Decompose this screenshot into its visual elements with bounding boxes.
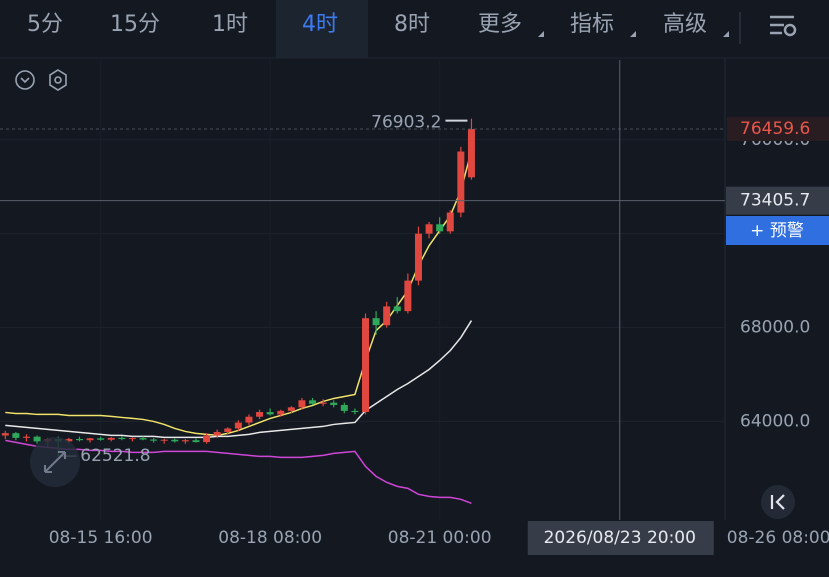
- alert-button[interactable]: + 预警: [750, 221, 804, 241]
- candle-body: [118, 437, 126, 440]
- indicator-icon[interactable]: [49, 69, 67, 91]
- candle-body: [234, 422, 242, 429]
- dropdown-caret: [723, 31, 729, 37]
- collapse-icon[interactable]: [15, 70, 35, 90]
- indicator-line: [5, 439, 472, 505]
- last-price-box: [727, 117, 829, 142]
- candle-body: [224, 428, 232, 432]
- toolbar: 5分 15分 1时 4时 8时 更多 指标 高级: [27, 0, 729, 58]
- candle-body: [362, 318, 370, 413]
- candle-body: [128, 438, 136, 440]
- tab[interactable]: 更多: [478, 12, 522, 37]
- x-tick-label: 08-26 08:00: [727, 528, 829, 548]
- candle-body: [446, 212, 454, 232]
- candle-body: [414, 233, 422, 281]
- scroll-end-button[interactable]: [761, 485, 795, 519]
- candle-body: [213, 431, 221, 436]
- x-tick-label: 08-15 16:00: [49, 528, 153, 548]
- tab[interactable]: 高级: [663, 12, 707, 37]
- y-tick-label: 68000.0: [740, 318, 810, 338]
- candle-body: [277, 410, 285, 415]
- candle-body: [372, 318, 380, 326]
- crosshair-price-label: 73405.7: [740, 191, 810, 211]
- tab[interactable]: 指标: [570, 12, 614, 37]
- candle-body: [309, 400, 317, 404]
- candle-body: [298, 400, 306, 408]
- tab[interactable]: 15分: [110, 12, 160, 37]
- candle-body: [393, 306, 401, 312]
- candle-body: [12, 433, 20, 438]
- candle-body: [330, 402, 338, 405]
- candle-body: [425, 224, 433, 234]
- candle-body: [107, 437, 115, 440]
- indicator-line: [5, 320, 473, 439]
- crosshair-time-box: [527, 521, 714, 555]
- candle-body: [181, 440, 189, 442]
- dropdown-caret: [630, 31, 636, 37]
- zoom-button[interactable]: [30, 437, 80, 487]
- crosshair-time-label: 2026/08/23 20:00: [544, 528, 696, 548]
- candle-body: [97, 438, 105, 440]
- dropdown-caret: [538, 31, 544, 37]
- candle-body: [319, 402, 327, 404]
- candle-body: [86, 438, 94, 441]
- candle-body: [160, 439, 168, 441]
- candle-body: [266, 412, 274, 415]
- settings-icon[interactable]: [770, 15, 797, 37]
- candle-body: [457, 151, 465, 213]
- candle-body: [256, 412, 264, 417]
- tab[interactable]: 1时: [212, 12, 248, 37]
- active-tab-bg: [276, 0, 368, 58]
- candle-body: [340, 405, 348, 411]
- alert-button-bg[interactable]: [726, 216, 829, 245]
- candle-body: [1, 433, 9, 436]
- candle-body: [404, 280, 412, 312]
- candle-body: [75, 439, 83, 441]
- low-label: 62521.8: [80, 446, 150, 466]
- candle-body: [171, 439, 179, 442]
- candle-body: [287, 407, 295, 411]
- tab[interactable]: 5分: [27, 12, 63, 37]
- candle-body: [139, 438, 147, 440]
- candle-body: [150, 439, 158, 441]
- candle-body: [192, 440, 200, 443]
- candle-body: [203, 435, 211, 443]
- candle-body: [467, 129, 475, 178]
- candle-body: [351, 410, 359, 413]
- tab[interactable]: 4时: [302, 12, 338, 37]
- last-price-label: 76459.6: [740, 119, 810, 139]
- candle-body: [33, 436, 41, 442]
- x-tick-label: 08-21 00:00: [388, 528, 492, 548]
- y-tick-label: 64000.0: [740, 411, 810, 431]
- candle-body: [22, 436, 30, 438]
- candle-body: [383, 306, 391, 326]
- crosshair-price-box: [726, 186, 829, 215]
- x-tick-label: 08-18 08:00: [218, 528, 322, 548]
- candle-body: [65, 439, 73, 442]
- tab[interactable]: 8时: [394, 12, 430, 37]
- high-label: 76903.2: [371, 113, 441, 133]
- candle-body: [245, 416, 253, 423]
- candle-body: [436, 224, 444, 232]
